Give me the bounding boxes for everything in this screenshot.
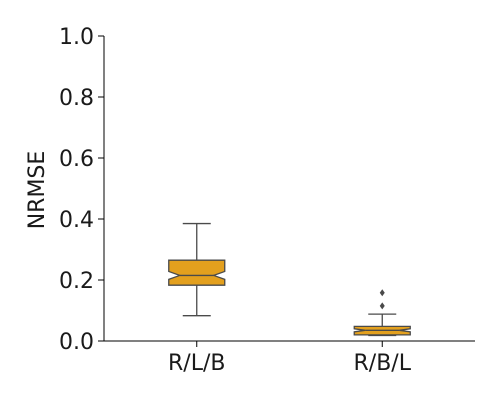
- box-R/B/L: [353, 289, 411, 337]
- outlier-point: [379, 289, 385, 297]
- y-tick-label: 0.8: [59, 86, 94, 111]
- box-R/L/B: [168, 222, 226, 317]
- x-ticks: R/L/B R/B/L: [168, 341, 412, 376]
- box-body: [168, 259, 226, 286]
- y-tick-label: 1.0: [59, 25, 94, 50]
- plot-area: [103, 36, 475, 342]
- y-tick-label: 0.0: [59, 330, 94, 355]
- y-tick-label: 0.2: [59, 269, 94, 294]
- y-tick-label: 0.6: [59, 147, 94, 172]
- y-tick-label: 0.4: [59, 208, 94, 233]
- x-tick-label: R/L/B: [168, 351, 225, 376]
- y-axis-label: NRMSE: [25, 151, 50, 230]
- outlier-point: [379, 302, 385, 310]
- boxes: [168, 222, 411, 337]
- y-ticks: 0.0 0.2 0.4 0.6 0.8 1.0: [59, 25, 104, 355]
- x-tick-label: R/B/L: [354, 351, 412, 376]
